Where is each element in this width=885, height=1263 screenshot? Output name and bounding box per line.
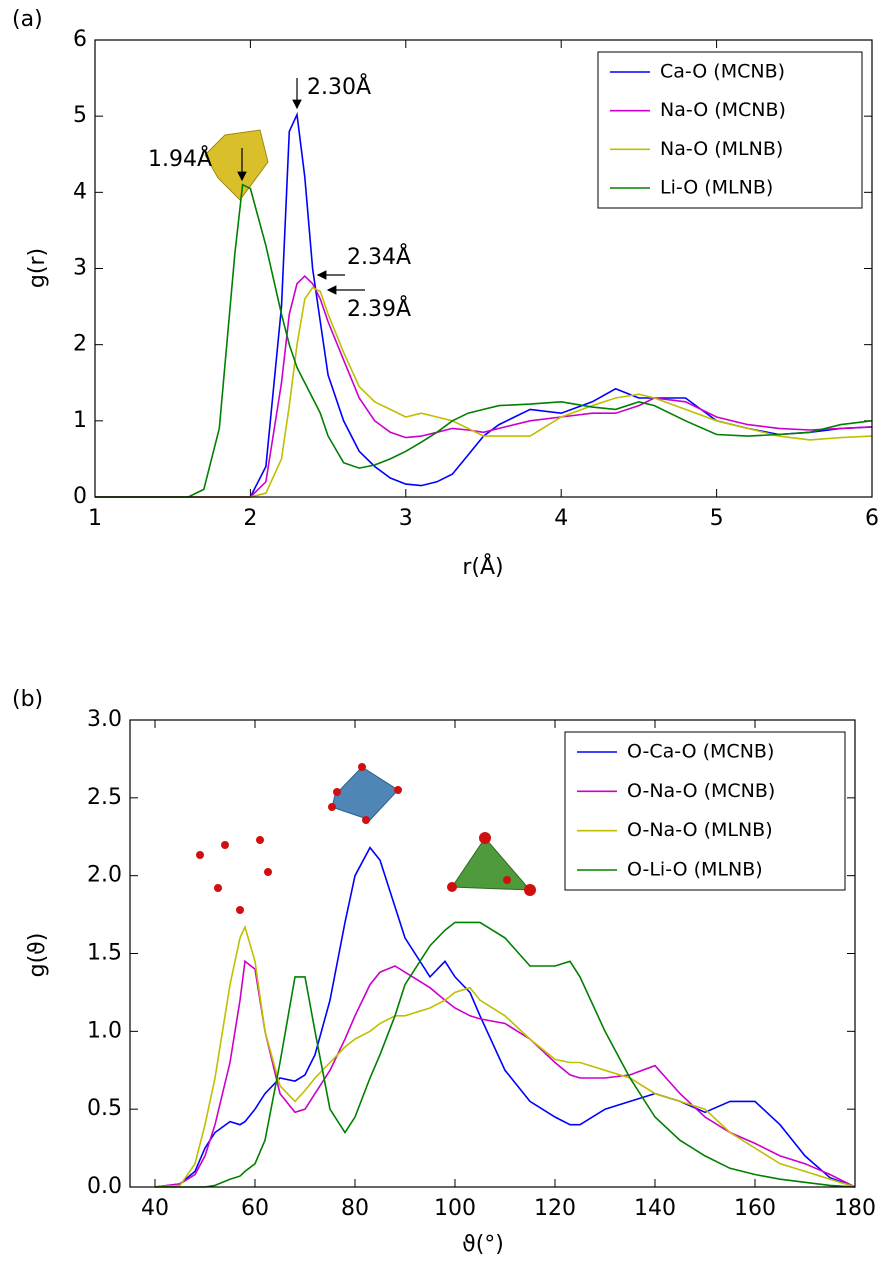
y-tick-label: 3 bbox=[73, 256, 87, 281]
x-tick-label: 1 bbox=[88, 506, 102, 531]
y-axis-label: g(ϑ) bbox=[25, 933, 50, 978]
x-tick-label: 100 bbox=[434, 1196, 476, 1221]
plot-frame bbox=[129, 719, 856, 1188]
y-tick-label: 0.5 bbox=[87, 1096, 122, 1121]
series-line bbox=[154, 959, 856, 1188]
y-axis-label: g(r) bbox=[25, 248, 50, 288]
y-tick-label: 0 bbox=[73, 484, 87, 509]
x-tick-label: 4 bbox=[554, 506, 568, 531]
peak-annotation: 2.30Å bbox=[307, 73, 371, 100]
y-tick-label: 5 bbox=[73, 103, 87, 128]
series-line bbox=[95, 286, 873, 498]
x-tick-label: 3 bbox=[399, 506, 413, 531]
series-line bbox=[154, 846, 856, 1188]
x-tick-label: 5 bbox=[710, 506, 724, 531]
legend-label: Na-O (MCNB) bbox=[660, 99, 786, 121]
legend-label: Li-O (MLNB) bbox=[660, 177, 773, 199]
x-tick-label: 140 bbox=[634, 1196, 676, 1221]
y-tick-label: 6 bbox=[73, 27, 87, 52]
legend-label: O-Li-O (MLNB) bbox=[627, 859, 763, 881]
polyhedra-icons bbox=[196, 129, 536, 914]
octahedron-icon-blue bbox=[331, 766, 399, 821]
peak-annotation: 2.39Å bbox=[347, 295, 411, 322]
legend-label: O-Na-O (MLNB) bbox=[627, 819, 773, 841]
legend: Ca-O (MCNB) Na-O (MCNB) Na-O (MLNB) Li-O (M… bbox=[597, 51, 863, 209]
panel-label: (a) bbox=[12, 7, 43, 32]
y-tick-label: 2 bbox=[73, 332, 87, 357]
legend: O-Ca-O (MCNB) O-Na-O (MCNB) O-Na-O (MLNB) O… bbox=[564, 731, 846, 891]
x-tick-label: 160 bbox=[734, 1196, 776, 1221]
legend-label: Ca-O (MCNB) bbox=[660, 61, 785, 83]
x-tick-label: 80 bbox=[341, 1196, 369, 1221]
legend-label: O-Ca-O (MCNB) bbox=[627, 741, 774, 763]
series-line bbox=[95, 183, 873, 498]
y-tick-label: 1.0 bbox=[87, 1018, 122, 1043]
y-tick-label: 1.5 bbox=[87, 941, 122, 966]
series-line bbox=[154, 924, 856, 1188]
x-axis-label: r(Å) bbox=[462, 553, 503, 580]
peak-annotation: 2.34Å bbox=[347, 243, 411, 270]
y-tick-label: 3.0 bbox=[87, 707, 122, 732]
x-tick-label: 2 bbox=[243, 506, 257, 531]
x-tick-label: 40 bbox=[141, 1196, 169, 1221]
x-tick-label: 180 bbox=[834, 1196, 876, 1221]
x-tick-label: 120 bbox=[534, 1196, 576, 1221]
x-tick-label: 6 bbox=[865, 506, 879, 531]
peak-annotation: 1.94Å bbox=[148, 145, 212, 172]
plot-frame bbox=[94, 39, 873, 498]
series-line bbox=[95, 274, 873, 498]
tetrahedron-icon bbox=[451, 837, 532, 891]
y-tick-label: 2.0 bbox=[87, 863, 122, 888]
oxygen-atoms bbox=[196, 763, 536, 914]
legend-frame bbox=[564, 731, 846, 891]
octahedron-icon bbox=[204, 129, 269, 201]
y-tick-label: 1 bbox=[73, 408, 87, 433]
panel-label: (b) bbox=[12, 687, 43, 712]
y-tick-label: 4 bbox=[73, 179, 87, 204]
legend-label: Na-O (MLNB) bbox=[660, 138, 783, 160]
legend-frame bbox=[597, 51, 863, 209]
series-line bbox=[155, 921, 856, 1188]
y-tick-label: 0.0 bbox=[87, 1174, 122, 1199]
y-tick-label: 2.5 bbox=[87, 785, 122, 810]
legend-label: O-Na-O (MCNB) bbox=[627, 780, 775, 802]
x-axis-label: ϑ(°) bbox=[462, 1232, 504, 1257]
x-tick-label: 60 bbox=[241, 1196, 269, 1221]
